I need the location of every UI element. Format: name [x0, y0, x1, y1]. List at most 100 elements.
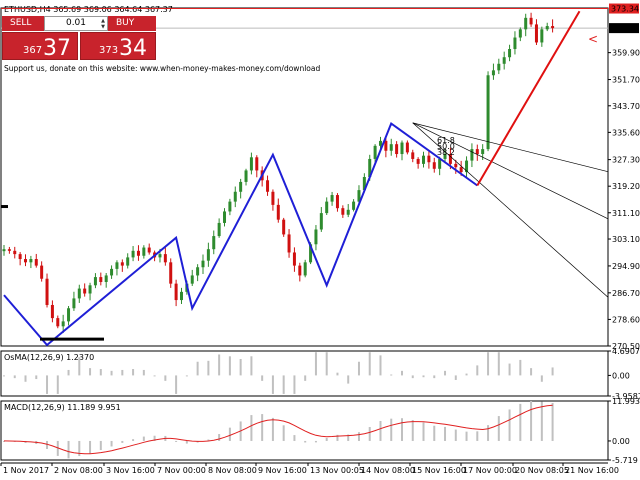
- sell-label: SELL: [10, 18, 32, 28]
- candle-body: [196, 267, 200, 276]
- osma-bar: [99, 369, 102, 376]
- candle-body: [346, 209, 350, 215]
- candle-body: [362, 177, 366, 191]
- macd-bar: [411, 420, 414, 441]
- candle-body: [389, 144, 393, 151]
- time-tick-label: 13 Nov 00:05: [310, 466, 364, 475]
- price-tick-label: 343.70: [612, 102, 640, 111]
- macd-bar: [551, 403, 554, 441]
- macd-bar: [89, 440, 92, 454]
- candle-body: [416, 158, 420, 164]
- osma-bar: [304, 375, 307, 381]
- osma-bar: [508, 363, 511, 376]
- candle-body: [518, 29, 522, 38]
- candle-body: [287, 234, 291, 253]
- price-tick-label: 351.70: [612, 76, 640, 85]
- macd-bar: [314, 440, 317, 443]
- osma-bar: [282, 375, 285, 394]
- macd-bar: [67, 440, 70, 459]
- candle-body: [29, 259, 33, 263]
- osma-bar: [175, 375, 178, 394]
- osma-bar: [218, 354, 221, 376]
- macd-bar: [401, 418, 403, 441]
- candle-body: [104, 275, 108, 283]
- candle-body: [384, 140, 388, 151]
- macd-bar: [132, 439, 135, 441]
- candle-body: [99, 277, 103, 283]
- macd-bar: [121, 440, 124, 443]
- osma-bar: [239, 359, 242, 376]
- osma-bar: [293, 375, 296, 394]
- price-tick-label: 359.90: [612, 49, 640, 58]
- candle-body: [470, 149, 474, 161]
- sell-price-box[interactable]: 367 37: [2, 32, 78, 61]
- candle-body: [508, 49, 512, 58]
- sell-price-big: 37: [43, 36, 71, 61]
- macd-bar: [530, 401, 533, 441]
- osma-bar: [347, 375, 350, 384]
- osma-bar: [271, 375, 274, 394]
- time-tick-label: 1 Nov 2017: [3, 466, 49, 475]
- candle-body: [422, 155, 426, 164]
- macd-bar: [422, 422, 425, 441]
- candle-body: [298, 265, 302, 276]
- lot-size-input[interactable]: 0.01 ▲ ▼: [44, 16, 108, 31]
- candle-body: [486, 75, 490, 150]
- osma-bar: [519, 359, 522, 376]
- macd-bar: [357, 432, 360, 441]
- candle-body: [126, 257, 130, 266]
- candle-body: [88, 285, 92, 294]
- bid-label-box: [609, 23, 639, 34]
- osma-bar: [164, 375, 167, 381]
- candle-body: [239, 181, 243, 192]
- candle-body: [352, 201, 356, 210]
- osma-bar: [153, 375, 156, 377]
- buy-price-small: 373: [99, 45, 119, 56]
- candle-body: [147, 247, 151, 253]
- candle-body: [395, 144, 399, 155]
- osma-label: OsMA(12,26,9) 1.2370: [4, 353, 94, 362]
- candle-body: [61, 321, 65, 327]
- price-tick-label: 311.10: [612, 209, 640, 218]
- macd-bar: [379, 420, 382, 441]
- candle-body: [249, 157, 253, 171]
- candle-body: [223, 211, 227, 223]
- candle-body: [13, 250, 17, 255]
- osma-bar: [132, 369, 135, 376]
- osma-tick-label: -3.9587: [612, 392, 640, 401]
- candle-body: [459, 167, 463, 173]
- time-tick-label: 7 Nov 00:00: [157, 466, 206, 475]
- candle-body: [93, 277, 97, 286]
- macd-bar: [390, 418, 393, 441]
- osma-bar: [110, 370, 113, 376]
- lot-stepper-icon[interactable]: ▲ ▼: [101, 18, 105, 30]
- osma-bar: [207, 360, 210, 376]
- candle-body: [378, 140, 382, 146]
- time-tick-label: 21 Nov 16:00: [565, 466, 619, 475]
- candle-body: [244, 170, 248, 182]
- candle-body: [50, 304, 54, 319]
- sell-button[interactable]: SELL: [2, 16, 44, 31]
- candle-body: [115, 262, 119, 269]
- time-tick-label: 9 Nov 16:00: [258, 466, 307, 475]
- osma-pane-frame: [0, 350, 609, 397]
- macd-bar: [110, 440, 113, 447]
- osma-bar: [24, 375, 27, 382]
- candle-body: [18, 254, 22, 260]
- ask-label: 373.34: [611, 5, 639, 14]
- macd-bar: [347, 434, 350, 441]
- macd-tick-label: -5.719: [612, 456, 638, 465]
- candle-body: [443, 154, 447, 159]
- candle-body: [169, 262, 173, 284]
- buy-button[interactable]: BUY: [108, 16, 156, 31]
- candle-body: [206, 249, 210, 261]
- macd-bar: [185, 440, 188, 444]
- macd-bar: [250, 415, 253, 441]
- candle-body: [465, 160, 469, 173]
- macd-bar: [218, 434, 221, 441]
- price-tick-label: 303.10: [612, 235, 640, 244]
- candle-body: [303, 262, 307, 276]
- main-pane-frame: [0, 7, 609, 347]
- buy-price-box[interactable]: 373 34: [80, 32, 156, 61]
